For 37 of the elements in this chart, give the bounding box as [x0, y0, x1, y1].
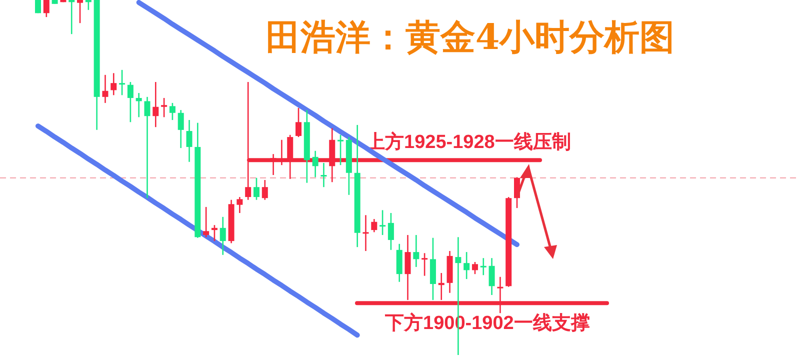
candlestick — [220, 216, 226, 256]
candlestick — [68, 0, 75, 35]
candlestick — [320, 162, 327, 188]
candlestick — [253, 177, 260, 201]
candlestick — [480, 257, 486, 276]
candlestick — [488, 257, 495, 296]
candlestick — [161, 97, 168, 118]
candlestick — [144, 96, 150, 199]
candlestick — [472, 261, 478, 275]
candlestick — [203, 206, 210, 238]
candlestick — [110, 72, 117, 96]
candlestick — [85, 0, 92, 11]
candlestick — [152, 81, 159, 128]
candlestick — [262, 179, 268, 201]
candlestick — [43, 0, 50, 18]
candlestick — [388, 212, 394, 251]
candlestick — [102, 74, 108, 104]
candlestick — [371, 218, 378, 233]
candlestick — [312, 150, 318, 178]
candlestick — [236, 196, 243, 214]
candlestick — [380, 210, 386, 236]
candlestick — [422, 252, 428, 276]
candlestick — [119, 69, 126, 96]
candlestick — [186, 119, 192, 163]
candlestick — [136, 92, 142, 118]
candlestick — [464, 251, 470, 280]
text: 田浩洋：黄金4小时分析图 — [265, 17, 675, 58]
candlestick — [413, 234, 420, 268]
candlestick — [211, 224, 218, 242]
candlestick — [338, 134, 344, 166]
candlestick — [77, 0, 84, 24]
candlestick — [362, 214, 369, 252]
candlestick — [178, 109, 184, 149]
candlestick — [127, 81, 134, 123]
candlestick — [296, 107, 302, 138]
candlestick — [35, 0, 41, 14]
candlestick — [169, 102, 176, 121]
